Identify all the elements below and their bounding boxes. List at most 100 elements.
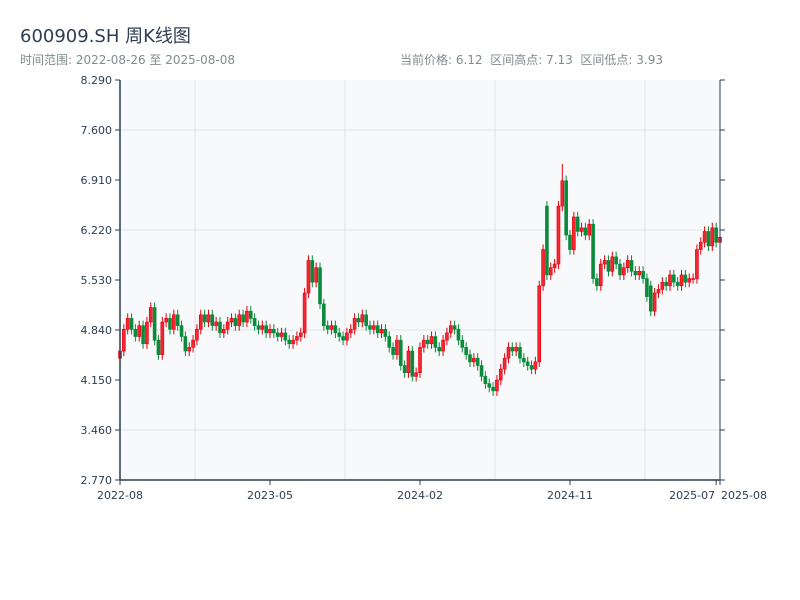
candle-up xyxy=(698,242,703,250)
candle-down xyxy=(518,347,522,359)
candle-up xyxy=(622,267,626,276)
y-tick-label: 6.220 xyxy=(81,224,113,237)
candle-up xyxy=(191,339,195,348)
y-tick-label: 4.840 xyxy=(81,324,113,337)
candle-down xyxy=(283,332,288,341)
candle-down xyxy=(183,336,188,352)
candle-up xyxy=(329,325,334,330)
candle-down xyxy=(356,318,361,323)
candle-up xyxy=(422,339,426,348)
candle-down xyxy=(595,278,599,287)
candle-down xyxy=(564,180,568,236)
candle-up xyxy=(279,332,284,337)
y-tick-label: 3.460 xyxy=(81,424,113,437)
candle-up xyxy=(514,347,518,352)
candle-up xyxy=(372,325,376,330)
candle-down xyxy=(672,274,676,283)
candle-down xyxy=(264,325,268,334)
candle-down xyxy=(256,325,261,330)
candle-down xyxy=(529,365,534,370)
candle-down xyxy=(375,325,380,334)
candle-down xyxy=(583,227,588,236)
date-range: 时间范围: 2022-08-26 至 2025-08-08 xyxy=(20,53,235,67)
candle-down xyxy=(568,234,572,250)
candle-up xyxy=(637,271,642,276)
candle-up xyxy=(695,249,699,279)
candle-down xyxy=(606,260,611,272)
candle-down xyxy=(175,314,180,326)
candle-down xyxy=(464,347,468,355)
candle-up xyxy=(237,314,242,326)
candle-up xyxy=(579,227,584,232)
candle-down xyxy=(402,365,407,374)
candle-up xyxy=(229,318,234,323)
candle-up xyxy=(429,336,434,345)
candle-up xyxy=(145,321,149,345)
candle-up xyxy=(556,205,561,265)
candle-down xyxy=(433,336,438,348)
candle-up xyxy=(602,260,607,265)
candle-up xyxy=(656,289,661,294)
candle-up xyxy=(314,267,318,283)
candle-up xyxy=(414,372,418,377)
candle-down xyxy=(341,336,345,341)
candle-down xyxy=(714,227,718,243)
candle-up xyxy=(345,332,349,341)
candle-up xyxy=(222,328,226,334)
y-tick-label: 4.150 xyxy=(81,374,113,387)
candle-up xyxy=(379,328,384,334)
candle-down xyxy=(156,339,161,355)
candle-up xyxy=(187,347,192,352)
y-tick-label: 8.290 xyxy=(81,74,113,87)
candle-up xyxy=(610,256,615,272)
candle-up xyxy=(598,263,603,287)
candle-up xyxy=(295,336,299,341)
candle-up xyxy=(472,357,476,363)
candle-down xyxy=(364,314,368,326)
candle-down xyxy=(322,303,326,326)
candle-up xyxy=(710,227,715,247)
candle-up xyxy=(395,339,399,355)
candle-up xyxy=(352,318,357,330)
candle-up xyxy=(537,285,542,363)
y-tick-label: 7.600 xyxy=(81,124,113,137)
candle-up xyxy=(122,328,126,352)
candle-down xyxy=(252,318,257,326)
candle-up xyxy=(302,292,307,334)
candle-down xyxy=(410,350,415,377)
candle-up xyxy=(348,328,353,334)
candle-down xyxy=(210,314,215,326)
candle-down xyxy=(468,354,472,363)
candle-up xyxy=(560,180,565,207)
candle-up xyxy=(660,281,665,290)
candle-down xyxy=(391,347,395,355)
x-tick-label: 2025-08 xyxy=(721,489,767,502)
candle-down xyxy=(452,325,457,330)
candle-down xyxy=(475,357,480,366)
candle-up xyxy=(679,274,684,287)
candle-up xyxy=(268,328,272,334)
x-tick-label: 2024-02 xyxy=(397,489,443,502)
candle-up xyxy=(137,325,142,337)
candle-down xyxy=(545,205,549,276)
candle-up xyxy=(552,263,557,268)
candle-down xyxy=(152,307,157,341)
candle-down xyxy=(179,325,184,337)
candle-down xyxy=(645,278,649,297)
candle-down xyxy=(641,271,645,279)
candle-up xyxy=(172,314,176,330)
candle-down xyxy=(437,347,442,352)
candle-down xyxy=(333,325,338,334)
candle-up xyxy=(533,361,538,370)
candle-down xyxy=(272,328,276,334)
candle-down xyxy=(479,365,484,377)
candle-up xyxy=(506,347,511,359)
x-tick-label: 2024-11 xyxy=(547,489,593,502)
candle-down xyxy=(425,339,430,345)
candle-down xyxy=(706,231,711,247)
candle-up xyxy=(245,310,249,323)
candle-down xyxy=(629,260,634,272)
candle-up xyxy=(291,339,295,345)
y-tick-label: 5.530 xyxy=(81,274,113,287)
candle-down xyxy=(202,314,207,323)
